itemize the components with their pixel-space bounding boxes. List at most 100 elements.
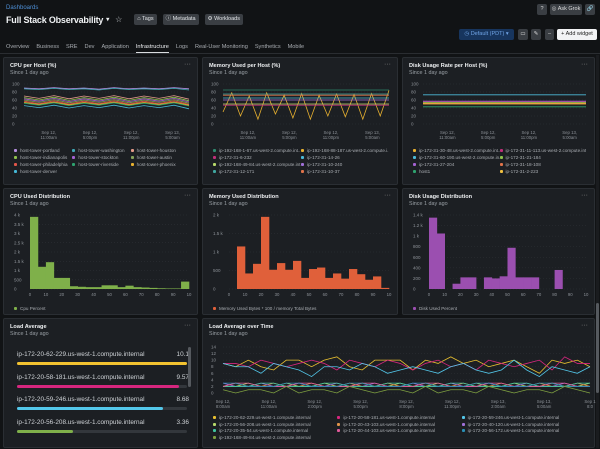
legend-item[interactable]: Disk Used Percent [413,306,457,311]
tab-sre[interactable]: SRE [66,44,78,50]
tab-application[interactable]: Application [101,44,129,50]
workloads-button[interactable]: ⚙ Workloads [204,14,243,25]
histogram-bar[interactable] [285,269,294,289]
histogram-bar[interactable] [141,287,150,289]
histogram-bar[interactable] [531,277,540,289]
series-line[interactable] [23,101,190,106]
histogram-bar[interactable] [77,286,86,289]
legend-item[interactable]: ip-172-31-10-240 [301,162,389,167]
histogram-bar[interactable] [460,277,469,289]
histogram-bar[interactable] [333,273,342,289]
histogram-bar[interactable] [452,283,461,289]
series-line[interactable] [23,95,190,100]
legend-item[interactable]: host-tower-stockton [72,155,130,160]
legend-item[interactable]: host-tower-riverside [72,162,130,167]
histogram-bar[interactable] [277,263,286,289]
page-scrollbar[interactable] [596,55,599,448]
histogram-bar[interactable] [523,277,532,289]
histogram-bar[interactable] [149,287,158,289]
series-line[interactable] [23,104,190,110]
legend-item[interactable]: ip-172-31-12-171 [213,169,301,174]
tab-logs[interactable]: Logs [175,44,188,50]
histogram-bar[interactable] [491,278,500,289]
legend-item[interactable]: ip-172-20-59-246.us-west-1.compute.inter… [461,415,586,420]
series-line[interactable] [222,382,590,387]
histogram-bar[interactable] [515,277,524,289]
histogram-bar[interactable] [301,277,310,289]
legend-item[interactable]: ip-172-31-10-37 [301,169,389,174]
histogram-bar[interactable] [499,276,508,289]
legend-item[interactable]: ip-172-20-56-172.us-west-1.compute.inter… [461,428,586,433]
histogram-bar[interactable] [61,277,71,289]
histogram-bar[interactable] [309,269,318,289]
more-options-icon[interactable]: ··· [184,61,191,68]
legend-item[interactable]: ip-172-31-6-232 [213,155,301,160]
histogram-bar[interactable] [483,277,493,289]
histogram-bar[interactable] [436,233,445,290]
histogram-bar[interactable] [69,286,78,289]
legend-item[interactable]: host-tower-denver [14,169,72,174]
series-line[interactable] [23,87,190,90]
histogram-bar[interactable] [237,246,246,289]
histogram-bar[interactable] [93,287,102,289]
histogram-bar[interactable] [429,217,438,289]
tv-mode-icon[interactable]: ▭ [518,29,528,40]
tags-button[interactable]: ⌂ Tags [134,14,157,25]
legend-item[interactable]: ip-192-168-49-84.us-west-2.compute.inter… [213,435,337,440]
histogram-bar[interactable] [554,269,563,289]
legend-item[interactable]: ip-172-31-30-48.us-west-2.compute.int... [413,148,500,153]
series-line[interactable] [23,100,190,105]
histogram-bar[interactable] [37,266,47,289]
load-average-row[interactable]: ip-172-20-58-181.us-west-1.compute.inter… [17,374,189,388]
histogram-bar[interactable] [117,287,126,289]
histogram-bar[interactable] [261,216,270,289]
legend-item[interactable]: host1 [413,169,500,174]
legend-item[interactable]: ip-172-31-21-184 [499,155,587,160]
series-line[interactable] [222,356,591,374]
legend-item[interactable]: ip-172-31-2-223 [499,169,587,174]
series-line[interactable] [23,96,190,102]
help-icon[interactable]: ? [537,4,547,15]
histogram-bar[interactable] [173,288,182,289]
legend-item[interactable]: ip-172-20-56-208.us-west-1.compute.inter… [213,422,337,427]
legend-item[interactable]: Memory Used Bytes * 100 / memory Total B… [213,306,316,311]
legend-item[interactable]: ip-192-168-49-84.us-west-2.compute.int..… [213,162,301,167]
tab-business[interactable]: Business [36,44,60,50]
legend-item[interactable]: host-tower-austin [130,155,189,160]
more-options-icon[interactable]: ··· [581,322,588,329]
legend-item[interactable]: ip-172-20-58-181.us-west-1.compute.inter… [337,415,461,420]
ask-grok-button[interactable]: ◎ Ask Grok [550,4,582,15]
series-line[interactable] [23,99,190,104]
breadcrumb[interactable]: Dashboards [6,5,39,11]
legend-item[interactable]: host-tower-portland [14,148,72,153]
more-options-icon[interactable]: ··· [184,322,191,329]
star-icon[interactable]: ☆ [115,15,123,24]
load-average-row[interactable]: ip-172-20-62-229.us-west-1.compute.inter… [17,351,189,365]
histogram-bar[interactable] [45,262,55,289]
tab-infrastructure[interactable]: Infrastructure [135,44,169,53]
histogram-bar[interactable] [53,277,63,289]
legend-item[interactable]: ip-172-31-11-113.us-west-2.compute.int..… [499,148,586,153]
legend-item[interactable]: host-tower-washington [72,148,130,153]
series-line[interactable] [23,102,190,107]
tab-synthetics[interactable]: Synthetics [254,44,281,50]
legend-item[interactable]: ip-172-20-44-103.us-west-1.compute.inter… [337,428,461,433]
legend-item[interactable]: ip-172-20-43-103.us-west-1.compute.inter… [337,422,461,427]
series-line[interactable] [222,385,591,394]
legend-item[interactable]: ip-172-20-35-54.us-west-1.compute.intern… [213,428,337,433]
more-options-icon[interactable]: ··· [384,192,391,199]
legend-item[interactable]: ip-172-31-60-190.us-west-2.compute.in... [413,155,500,160]
legend-item[interactable]: ip-192-168-1-67.us-west-2.compute.int... [213,148,301,153]
more-icon[interactable]: – [545,29,554,40]
histogram-bar[interactable] [349,269,358,289]
load-average-row[interactable]: ip-172-20-59-246.us-west-1.compute.inter… [17,396,189,410]
more-options-icon[interactable]: ··· [581,61,588,68]
legend-item[interactable]: ip-172-31-14-26 [301,155,389,160]
legend-item[interactable]: ip-172-31-18-108 [499,162,587,167]
histogram-bar[interactable] [325,277,334,289]
chevron-down-icon[interactable]: ▾ [106,17,110,23]
legend-item[interactable]: Cpu Percent [14,306,46,311]
histogram-bar[interactable] [468,277,477,289]
histogram-bar[interactable] [245,273,254,289]
legend-item[interactable]: host-tower-houston [130,148,189,153]
